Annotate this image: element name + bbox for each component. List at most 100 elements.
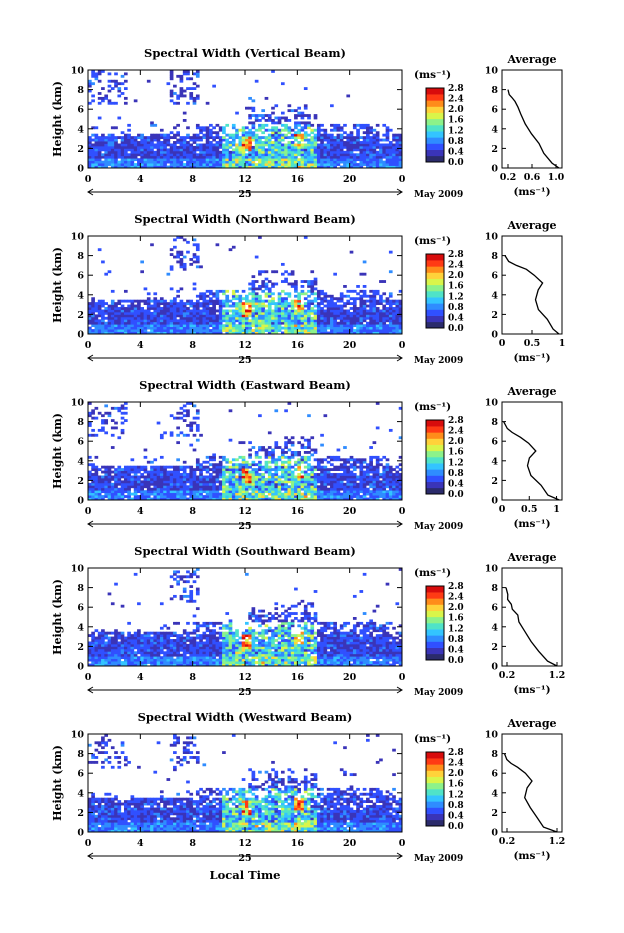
heatmap-cell [255,314,259,317]
heatmap-cell [202,483,206,486]
heatmap-cell [219,485,223,488]
heatmap-cell [320,290,324,293]
heatmap-cell [173,319,177,322]
heatmap-cell [291,483,295,486]
heatmap-cell [183,112,187,115]
heatmap-cell [232,493,236,496]
heatmap-cell [304,324,308,327]
colorbar-swatch [426,113,444,119]
x-tick-label: 16 [291,340,305,351]
heatmap-cell [117,319,121,322]
heatmap-cell [337,151,341,154]
heatmap-cell [124,412,128,415]
heatmap-cell [114,490,118,493]
heatmap-cell [121,92,125,95]
heatmap-cell [281,471,285,474]
heatmap-cell [386,134,390,137]
heatmap-cell [281,134,285,137]
heatmap-cell [379,295,383,298]
heatmap-cell [389,493,393,496]
heatmap-cell [297,121,301,124]
heatmap-cell [382,485,386,488]
heatmap-cell [199,148,203,151]
heatmap-cell [340,134,344,137]
heatmap-cell [304,124,308,127]
heatmap-cell [193,476,197,479]
heatmap-cell [209,312,213,315]
heatmap-cell [176,324,180,327]
heatmap-cell [199,312,203,315]
heatmap-cell [386,490,390,493]
heatmap-cell [304,146,308,149]
heatmap-cell [121,431,125,434]
heatmap-cell [111,102,115,105]
heatmap-cell [288,136,292,139]
heatmap-cell [144,319,148,322]
heatmap-cell [304,280,308,283]
heatmap-cell [327,493,331,496]
colorbar-swatch [426,279,444,285]
heatmap-cell [359,461,363,464]
heatmap-cell [88,456,92,459]
heatmap-cell [245,483,249,486]
heatmap-cell [294,319,298,322]
heatmap-cell [268,156,272,159]
heatmap-cell [353,493,357,496]
heatmap-cell [346,490,350,493]
heatmap-cell [225,329,229,332]
heatmap-cell [359,300,363,303]
heatmap-cell [324,414,328,417]
heatmap-cell [222,319,226,322]
heatmap-cell [320,480,324,483]
x-tick-label: 12 [238,506,251,517]
heatmap-cell [395,141,399,144]
heatmap-cell [219,493,223,496]
heatmap-cell [314,280,318,283]
heatmap-cell [111,144,115,147]
heatmap-cell [121,485,125,488]
heatmap-cell [108,644,112,647]
heatmap-cell [193,82,197,85]
heatmap-cell [369,126,373,129]
heatmap-cell [255,136,259,139]
heatmap-cell [310,483,314,486]
colorbar-swatch [426,107,444,113]
heatmap-cell [176,490,180,493]
heatmap-cell [310,280,314,283]
heatmap-cell [356,312,360,315]
heatmap-cell [131,317,135,320]
x-tick-label: 4 [137,174,144,185]
heatmap-cell [95,139,99,142]
heatmap-cell [127,493,131,496]
heatmap-cell [167,305,171,308]
heatmap-cell [91,139,95,142]
heatmap-cell [121,139,125,142]
y-tick-label: 6 [77,105,84,116]
heatmap-cell [324,312,328,315]
heatmap-cell [238,312,242,315]
heatmap-cell [202,322,206,325]
heatmap-cell [324,327,328,330]
heatmap-cell [144,456,148,459]
heatmap-cell [327,307,331,310]
colorbar-swatch [426,310,444,316]
heatmap-cell [176,163,180,166]
heatmap-cell [294,139,298,142]
average-profile-line [504,422,560,500]
heatmap-cell [294,314,298,317]
y-tick-label: 0 [77,496,84,507]
heatmap-cell [157,302,161,305]
heatmap-cell [196,72,200,75]
average-y-tick-label: 6 [491,271,498,282]
heatmap-cell [248,473,252,476]
day-label: 25 [238,355,251,366]
heatmap-cell [193,483,197,486]
heatmap-cell [395,329,399,332]
heatmap-cell [284,163,288,166]
heatmap-cell [245,317,249,320]
average-y-tick-label: 6 [491,437,498,448]
colorbar-tick-label: 0.8 [448,303,464,313]
heatmap-cell [268,141,272,144]
heatmap-cell [108,141,112,144]
heatmap-cell [353,300,357,303]
